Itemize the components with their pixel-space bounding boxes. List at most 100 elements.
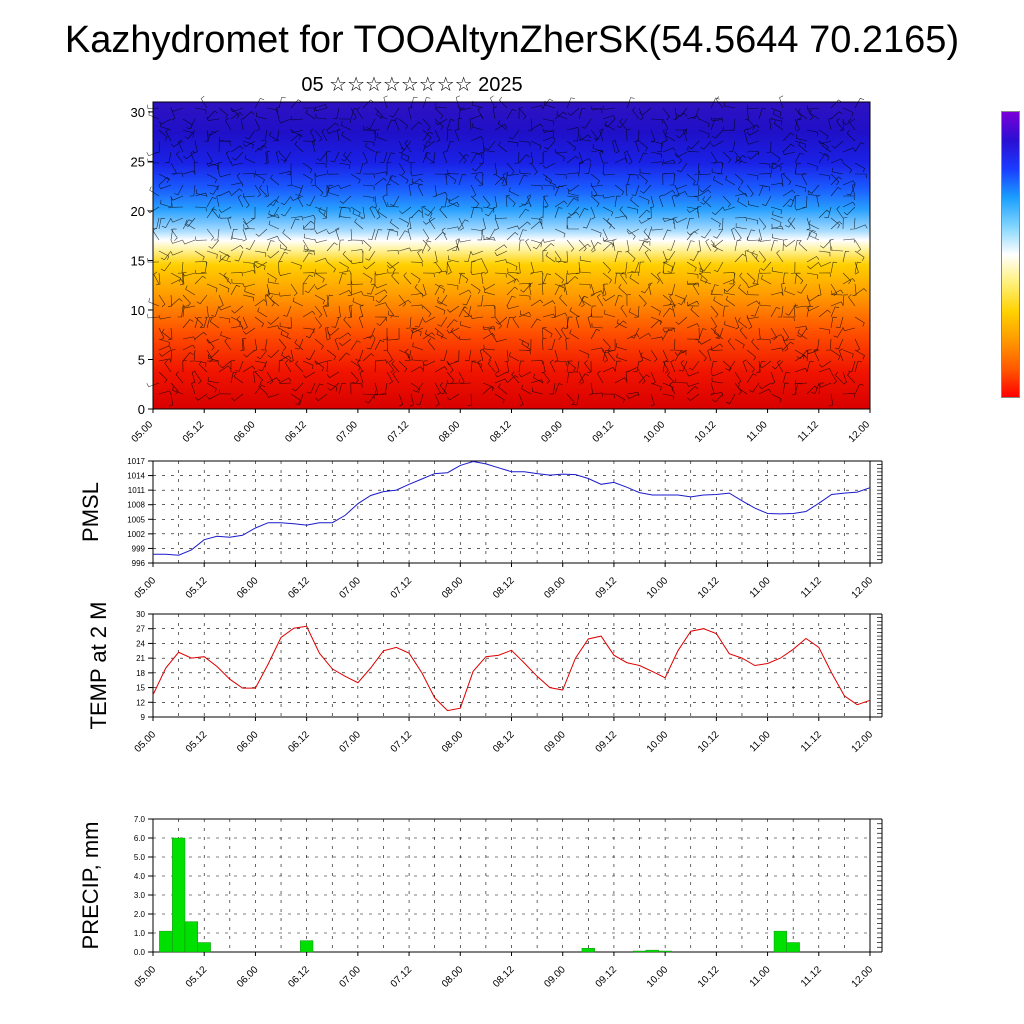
- wind-barb: [386, 336, 400, 341]
- wind-barb: [314, 228, 328, 234]
- wind-barb: [303, 245, 316, 252]
- wind-barb: [508, 352, 520, 362]
- wind-barb: [434, 261, 443, 274]
- wind-barb: [477, 228, 484, 241]
- wind-barb: [208, 239, 220, 249]
- wind-barb: [542, 250, 547, 263]
- wind-barb: [243, 217, 256, 225]
- x-tick-label: 05.12: [184, 575, 210, 601]
- wind-barb: [830, 349, 841, 360]
- wind-barb: [746, 150, 760, 156]
- wind-barb: [254, 384, 266, 395]
- wind-barb: [710, 371, 724, 377]
- wind-barb: [269, 195, 280, 206]
- wind-barb: [218, 140, 224, 153]
- wind-barb: [794, 152, 804, 164]
- wind-barb: [450, 327, 460, 340]
- wind-barb: [383, 95, 388, 109]
- wind-barb: [566, 140, 577, 152]
- wind-barb: [632, 360, 640, 373]
- wind-barb: [194, 275, 207, 285]
- wind-barb: [597, 370, 604, 384]
- x-tick-label: 08.12: [491, 964, 517, 990]
- wind-barb: [482, 261, 489, 275]
- wind-barb: [701, 228, 712, 239]
- wind-barb: [160, 261, 172, 272]
- wind-barb: [278, 360, 284, 373]
- wind-barb: [242, 111, 255, 120]
- x-tick-label: 06.00: [235, 575, 261, 601]
- wind-barb: [270, 295, 280, 307]
- wind-barb: [638, 107, 644, 121]
- wind-barb: [189, 349, 196, 362]
- wind-barb: [297, 194, 304, 208]
- wind-barb: [268, 210, 280, 219]
- wind-barb: [458, 219, 469, 230]
- wind-barb: [530, 123, 544, 131]
- wind-barb: [738, 284, 748, 296]
- wind-barb: [394, 117, 400, 131]
- wind-barb: [782, 132, 794, 142]
- wind-barb: [554, 312, 568, 318]
- wind-barb: [614, 295, 623, 307]
- wind-barb: [519, 310, 532, 318]
- wind-barb: [211, 305, 220, 317]
- wind-barb: [278, 292, 292, 297]
- wind-barb: [698, 118, 710, 128]
- wind-barb: [602, 206, 614, 216]
- wind-barb: [321, 128, 328, 142]
- wind-barb: [433, 250, 438, 264]
- wind-barb: [152, 217, 160, 230]
- wind-barb: [236, 315, 244, 329]
- wind-barb: [782, 198, 794, 208]
- wind-barb: [352, 297, 364, 307]
- wind-barb: [194, 360, 207, 367]
- wind-barb: [587, 315, 592, 329]
- wind-barb: [634, 305, 640, 318]
- wind-barb: [434, 231, 447, 241]
- wind-barb: [339, 212, 352, 219]
- wind-barb: [373, 382, 379, 396]
- wind-barb: [794, 239, 802, 252]
- wind-barb: [439, 382, 448, 394]
- x-tick-label: 08.00: [440, 964, 466, 990]
- wind-barb: [362, 129, 375, 135]
- wind-barb: [374, 171, 388, 176]
- wind-barb: [482, 283, 496, 290]
- wind-barb: [281, 351, 292, 362]
- wind-barb: [302, 250, 315, 256]
- wind-barb: [327, 382, 340, 391]
- wind-barb: [734, 151, 742, 164]
- wind-barb: [482, 386, 495, 395]
- wind-barb: [806, 129, 819, 137]
- wind-barb: [357, 359, 364, 373]
- wind-barb: [725, 175, 736, 186]
- wind-barb: [170, 195, 184, 201]
- wind-barb: [218, 365, 232, 373]
- wind-barb: [806, 105, 820, 110]
- wind-barb: [566, 371, 573, 384]
- wind-barb: [674, 112, 688, 120]
- wind-barb: [306, 195, 316, 207]
- wind-barb: [854, 224, 868, 230]
- y-tick-label: 5: [138, 352, 145, 367]
- wind-barb: [391, 360, 400, 373]
- wind-barb: [678, 360, 688, 372]
- wind-barb: [663, 159, 676, 164]
- wind-barb: [326, 294, 334, 307]
- wind-barb: [782, 272, 789, 285]
- wind-barb: [694, 184, 700, 197]
- wind-barb: [575, 261, 581, 275]
- wind-barb: [554, 183, 568, 188]
- wind-barb: [310, 128, 316, 142]
- wind-barb: [529, 151, 534, 165]
- wind-barb: [458, 272, 466, 285]
- x-tick-label: 05.00: [133, 964, 159, 990]
- wind-barb: [607, 349, 616, 362]
- wind-barb: [626, 333, 640, 340]
- wind-barb: [295, 393, 304, 405]
- wind-barb: [350, 173, 361, 184]
- wind-barb: [542, 162, 556, 169]
- wind-barb: [434, 107, 444, 120]
- wind-barb: [258, 360, 268, 372]
